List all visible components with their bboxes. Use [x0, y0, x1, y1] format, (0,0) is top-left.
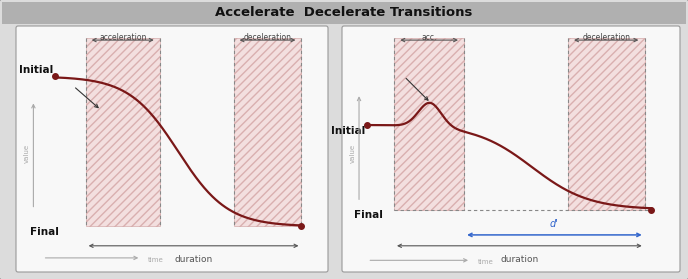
Text: duration: duration	[500, 256, 539, 264]
Text: value: value	[24, 144, 30, 163]
Bar	[2, 2, 686, 24]
Text: value: value	[350, 144, 355, 163]
Bar	[86, 38, 160, 227]
Text: deceleration: deceleration	[244, 33, 292, 42]
Text: acc.: acc.	[422, 33, 437, 42]
Text: Accelerate  Decelerate Transitions: Accelerate Decelerate Transitions	[215, 6, 473, 20]
Text: Initial: Initial	[331, 126, 365, 136]
Text: deceleration: deceleration	[582, 33, 630, 42]
Bar	[568, 38, 645, 210]
Text: acceleration: acceleration	[99, 33, 147, 42]
Text: duration: duration	[175, 256, 213, 264]
Text: Initial: Initial	[19, 65, 53, 75]
Bar	[394, 38, 464, 210]
Text: Final: Final	[30, 227, 59, 237]
FancyBboxPatch shape	[16, 26, 328, 272]
Text: time: time	[147, 257, 163, 263]
Bar	[234, 38, 301, 227]
Text: time: time	[477, 259, 493, 264]
Text: Final: Final	[354, 210, 383, 220]
Text: d': d'	[550, 219, 559, 229]
FancyBboxPatch shape	[342, 26, 680, 272]
